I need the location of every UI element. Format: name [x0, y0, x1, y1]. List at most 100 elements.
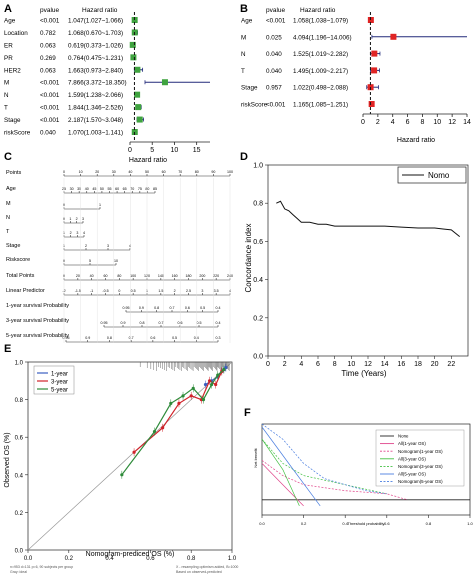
e-footer-left2: Gray: ideal [10, 570, 27, 574]
age-tick-label: 35 [77, 187, 81, 191]
nomogram-row-label: Points [6, 170, 22, 176]
x-tick-label: 14 [463, 119, 471, 126]
hr-point [135, 104, 142, 111]
x-tick-label: 22 [447, 361, 455, 368]
panel-letter-d: D [240, 151, 248, 163]
n-tick-label: 3 [82, 217, 84, 221]
row-hr-text: 1.058(1.038~1.079) [293, 18, 348, 25]
points-tick-label: 50 [145, 170, 149, 174]
x-tick-label: 12 [448, 119, 456, 126]
total-points-tick-label: 140 [158, 274, 164, 278]
x-tick-label: 5 [150, 147, 154, 154]
points-tick-label: 100 [227, 170, 233, 174]
f-legend-label: All(5-year OS) [398, 472, 426, 477]
survival-5y-tick-label: 0.6 [150, 336, 155, 340]
e-xlabel: Nomogram-prediced OS (%) [86, 551, 175, 558]
points-tick-label: 60 [162, 170, 166, 174]
points-tick-label: 70 [178, 170, 182, 174]
row-pvalue: 0.040 [266, 68, 282, 75]
nomogram-row-label: 5-year survival Probability [6, 333, 69, 339]
nomogram-row-label: 1-year survival Probability [6, 303, 69, 309]
linear-predictor-tick-label: -0.5 [102, 289, 108, 293]
row-pvalue: <0.001 [266, 102, 286, 109]
y-tick-label: 1.0 [253, 163, 263, 170]
nomogram-row-label: Stage [6, 243, 20, 249]
row-pvalue: <0.001 [40, 80, 60, 87]
y-tick-label: 0.2 [15, 511, 24, 517]
row-pvalue: 0.040 [266, 51, 282, 58]
row-hr-text: 1.047(1.027~1.066) [68, 18, 123, 25]
e-ylabel: Observed OS (%) [4, 432, 11, 487]
x-tick-label: 18 [414, 361, 422, 368]
x-tick-label: 15 [193, 147, 201, 154]
plot-frame [261, 423, 471, 516]
f-legend-label: All(1-year OS) [398, 441, 426, 446]
x-tick-label: 0 [128, 147, 132, 154]
hr-header-b: Hazard ratio [300, 7, 336, 14]
stage-tick-label: 3 [107, 244, 109, 248]
b-xlabel: Hazard ratio [397, 137, 435, 144]
row-name: ER [4, 42, 13, 49]
d-legend-box [397, 166, 467, 184]
row-hr-text: 1.165(1.085~1.251) [293, 102, 348, 109]
linear-predictor-tick-label: 2 [174, 289, 176, 293]
age-tick-label: 85 [153, 187, 157, 191]
panel-f: F 0.0 0.2 0.4 0.6 0.8 1.0 Net benefit Thresho… [244, 407, 474, 526]
points-tick-label: 40 [128, 170, 132, 174]
forest-plot-b: 0 2 4 6 8 10 12 14 [361, 12, 471, 126]
age-tick-label: 60 [115, 187, 119, 191]
nomogram-row-label: M [6, 201, 11, 207]
survival-1y-tick-label: 0.4 [216, 306, 221, 310]
total-points-tick-label: 160 [172, 274, 178, 278]
forest-plot-a: 0 5 10 15 [128, 12, 210, 154]
y-tick-label: 0.4 [15, 473, 24, 479]
panel-c: C Hazard ratio Points Age M N T Stage Riskscor… [4, 151, 233, 343]
x-tick-label: 6 [406, 119, 410, 126]
x-tick-label: 0.6 [146, 556, 155, 562]
cindex-chart: 0 2 4 6 8 10 12 14 16 18 20 22 0.0 0.2 0.4 0.6 0.8 1.0 [253, 163, 469, 368]
points-tick-label: 0 [63, 170, 65, 174]
hr-header-a: Hazard ratio [82, 7, 118, 14]
pvalue-header-b: pvalue [266, 7, 286, 14]
row-pvalue: <0.001 [40, 18, 60, 25]
f-legend-label: All(3-year OS) [398, 456, 426, 461]
row-hr-text: 1.525(1.019~2.282) [293, 51, 348, 58]
panel-d: D 0 2 4 6 8 10 12 14 16 18 20 220.00.20.40.60.81.0 … [240, 151, 469, 378]
y-tick-label: 0.0 [253, 354, 263, 361]
survival-5y-tick-label: 0.8 [107, 336, 112, 340]
d-ylabel: Concordance index [244, 224, 253, 293]
age-tick-label: 65 [123, 187, 127, 191]
row-hr-text: 1.663(0.973~2.840) [68, 67, 123, 74]
x-tick-label: 2 [376, 119, 380, 126]
x-tick-label: 0.8 [187, 556, 196, 562]
survival-1y-tick-label: 0.7 [170, 306, 175, 310]
row-pvalue: 0.269 [40, 55, 56, 62]
row-pvalue: 0.025 [266, 34, 282, 41]
total-points-tick-label: 200 [199, 274, 205, 278]
x-tick-label: 0.0 [259, 521, 265, 526]
forest-rows-a: Age <0.001 1.047(1.027~1.066) Location 0.782… [4, 18, 127, 137]
x-tick-label: 0.4 [342, 521, 348, 526]
calibration-chart: 0.0 0.2 0.4 0.6 0.8 1.0 0.0 0.2 0.4 0.6 0.8 1.0 [15, 361, 237, 563]
x-tick-label: 8 [333, 361, 337, 368]
calibration-line [121, 369, 225, 476]
total-points-tick-label: 180 [186, 274, 192, 278]
panel-letter-b: B [240, 3, 248, 15]
y-tick-label: 0.6 [15, 436, 24, 442]
e-footer-right: X - resampling optimism added, B=1000 [176, 565, 238, 569]
total-points-tick-label: 220 [213, 274, 219, 278]
y-tick-label: 1.0 [15, 361, 24, 367]
t-tick-label: 2 [70, 231, 72, 235]
survival-1y-tick-label: 0.95 [123, 306, 130, 310]
panel-letter-e: E [4, 343, 11, 355]
row-pvalue: 0.957 [266, 85, 282, 92]
x-tick-label: 1.0 [467, 521, 473, 526]
row-name: N [241, 51, 246, 58]
f-legend-label: Nomogram(1-year OS) [398, 449, 443, 454]
survival-3y-tick-label: 0.95 [101, 321, 108, 325]
e-legend-label: 5-year [51, 388, 68, 394]
d-legend-label: Nomo [428, 171, 450, 180]
nomogram-row-label: N [6, 215, 10, 221]
row-name: riskScore [241, 102, 268, 109]
age-tick-label: 45 [92, 187, 96, 191]
